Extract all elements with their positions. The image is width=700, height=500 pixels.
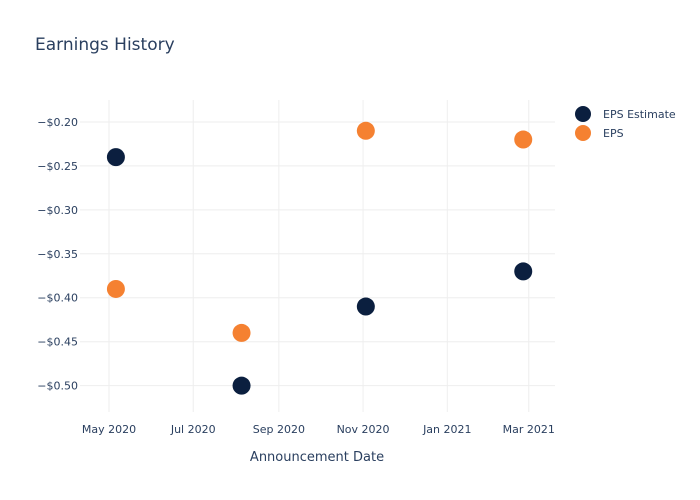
x-axis-ticks: May 2020 Jul 2020 Sep 2020 Nov 2020 Jan 2021… <box>82 423 555 436</box>
y-tick-label: −$0.35 <box>37 248 78 261</box>
x-tick-label: Sep 2020 <box>253 423 305 436</box>
legend-label: EPS Estimate <box>603 108 676 121</box>
y-tick-label: −$0.50 <box>37 380 78 393</box>
x-tick-label: Jan 2021 <box>422 423 471 436</box>
data-points <box>106 121 533 395</box>
legend-marker <box>575 106 591 122</box>
x-tick-label: May 2020 <box>82 423 136 436</box>
eps-point[interactable] <box>232 323 251 342</box>
legend-label: EPS <box>603 127 624 140</box>
x-tick-label: Nov 2020 <box>337 423 390 436</box>
eps-estimate-point[interactable] <box>514 262 533 281</box>
eps-estimate-point[interactable] <box>356 297 375 316</box>
x-axis-title: Announcement Date <box>250 450 384 465</box>
y-tick-label: −$0.20 <box>37 116 78 129</box>
y-axis-ticks: −$0.20 −$0.25 −$0.30 −$0.35 −$0.40 −$0.45 −$0.… <box>37 116 78 393</box>
eps-point[interactable] <box>514 130 533 149</box>
legend-item-eps[interactable]: EPS <box>575 125 624 141</box>
y-tick-label: −$0.40 <box>37 292 78 305</box>
legend[interactable]: EPS Estimate EPS <box>575 106 676 141</box>
grid-lines <box>80 100 555 412</box>
eps-estimate-point[interactable] <box>106 148 125 167</box>
eps-point[interactable] <box>356 121 375 140</box>
y-tick-label: −$0.30 <box>37 204 78 217</box>
y-tick-label: −$0.45 <box>37 336 78 349</box>
y-tick-label: −$0.25 <box>37 160 78 173</box>
x-tick-label: Jul 2020 <box>170 423 216 436</box>
legend-item-eps-estimate[interactable]: EPS Estimate <box>575 106 676 122</box>
chart-title: Earnings History <box>35 35 175 55</box>
x-tick-label: Mar 2021 <box>503 423 555 436</box>
eps-point[interactable] <box>106 279 125 298</box>
eps-estimate-point[interactable] <box>232 376 251 395</box>
legend-marker <box>575 125 591 141</box>
